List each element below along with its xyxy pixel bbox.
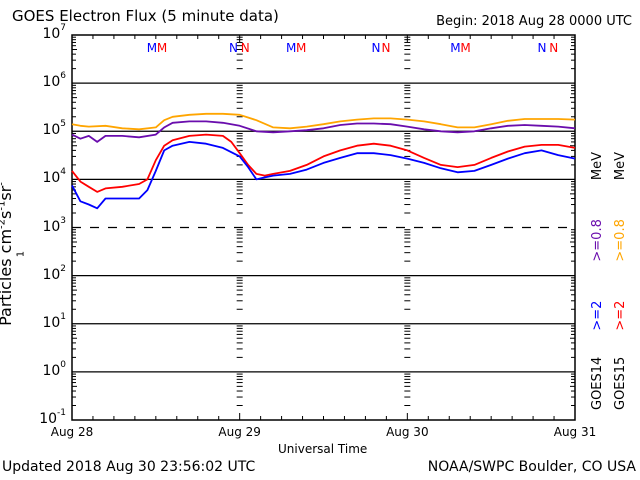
legend-entry: >=2 xyxy=(590,300,605,331)
local-midnight-marker: M xyxy=(460,41,471,55)
y-tick-base: 10 xyxy=(39,411,58,427)
y-tick-exponent: -1 xyxy=(57,408,66,418)
x-axis-label: Universal Time xyxy=(278,442,368,456)
series-line-goes15-0-8-mev xyxy=(71,112,576,131)
y-tick-exponent: 0 xyxy=(60,359,66,370)
local-midnight-marker: M xyxy=(285,41,297,55)
begin-time-label: Begin: 2018 Aug 28 0000 UTC xyxy=(436,14,632,29)
series-line-goes14-2-mev xyxy=(71,141,576,210)
y-tick-label: 105 xyxy=(26,119,66,139)
legend-entry: >=0.8 xyxy=(590,219,605,262)
y-tick-base: 10 xyxy=(42,362,61,379)
y-label-exponent: -1 xyxy=(0,200,8,211)
updated-timestamp: Updated 2018 Aug 30 23:56:02 UTC xyxy=(2,459,256,475)
y-tick-base: 10 xyxy=(42,26,61,42)
legend-column-goes14: GOES14 >=2 >=0.8 MeV xyxy=(590,152,605,410)
y-tick-base: 10 xyxy=(42,170,61,187)
legend-satellite-label: GOES15 xyxy=(613,356,628,410)
local-noon-marker: N xyxy=(537,41,547,55)
y-tick-exponent: 2 xyxy=(60,263,66,274)
local-midnight-marker: M xyxy=(450,41,461,55)
y-tick-exponent: 1 xyxy=(60,311,66,322)
x-tick-label: Aug 31 xyxy=(553,425,597,439)
y-tick-label: 103 xyxy=(26,215,66,235)
y-tick-label: 102 xyxy=(26,263,66,283)
legend-unit: MeV xyxy=(613,152,628,181)
y-tick-base: 10 xyxy=(42,314,61,331)
credit-label: NOAA/SWPC Boulder, CO USA xyxy=(427,459,636,475)
legend-entry: >=2 xyxy=(613,300,628,331)
y-tick-base: 10 xyxy=(42,218,61,235)
local-noon-marker: N xyxy=(371,41,381,55)
y-tick-label: 107 xyxy=(26,23,66,42)
y-tick-exponent: 6 xyxy=(60,71,66,82)
y-label-exponent: -2 xyxy=(0,218,8,229)
legend-satellite-label: GOES14 xyxy=(590,356,605,410)
y-axis-label: Particles cm-2s-1sr-1 xyxy=(0,179,34,329)
local-noon-marker: N xyxy=(240,41,250,55)
y-label-part: sr xyxy=(0,185,15,201)
local-midnight-marker: M xyxy=(156,41,168,55)
local-noon-marker: N xyxy=(549,41,559,55)
y-tick-label: 100 xyxy=(26,359,66,379)
y-tick-exponent: 5 xyxy=(60,119,66,130)
y-tick-base: 10 xyxy=(42,122,61,139)
series-line-goes14-0-8-mev xyxy=(71,120,576,143)
x-tick-label: Aug 28 xyxy=(50,425,94,439)
y-tick-exponent: 4 xyxy=(60,167,66,178)
y-label-part: Particles cm xyxy=(0,228,15,326)
local-noon-marker: N xyxy=(381,41,391,55)
legend-column-goes15: GOES15 >=2 >=0.8 MeV xyxy=(613,152,628,410)
local-noon-marker: N xyxy=(228,41,238,55)
legend-entry: >=0.8 xyxy=(613,219,628,262)
y-tick-base: 10 xyxy=(42,266,61,283)
y-tick-base: 10 xyxy=(42,74,61,91)
chart-title: GOES Electron Flux (5 minute data) xyxy=(12,7,279,25)
series-line-goes15-2-mev xyxy=(71,133,576,193)
y-tick-exponent: 3 xyxy=(60,215,66,226)
legend-unit: MeV xyxy=(590,152,605,181)
y-tick-exponent: 7 xyxy=(60,23,66,33)
y-tick-label: 106 xyxy=(26,71,66,91)
y-tick-label: 101 xyxy=(26,311,66,331)
x-tick-label: Aug 30 xyxy=(386,425,429,439)
y-tick-label: 104 xyxy=(26,167,66,187)
y-tick-label: 10-1 xyxy=(26,408,66,427)
local-midnight-marker: M xyxy=(146,41,158,55)
local-midnight-marker: M xyxy=(296,41,307,55)
x-tick-label: Aug 29 xyxy=(218,425,261,439)
y-label-part: s xyxy=(0,211,15,219)
